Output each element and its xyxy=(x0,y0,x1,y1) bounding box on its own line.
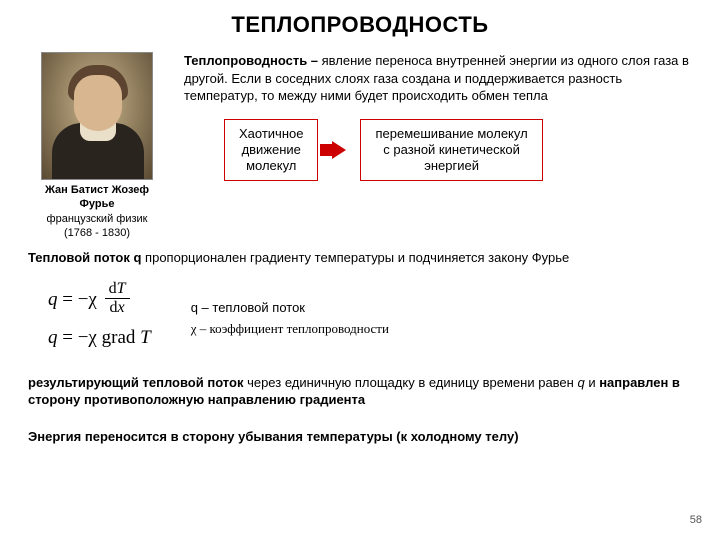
concept-box-left: Хаотичное движение молекул xyxy=(224,119,318,182)
box-right-l3: энергией xyxy=(424,158,479,173)
definition-column: Теплопроводность – явление переноса внут… xyxy=(184,52,692,240)
definition-lead: Теплопроводность – xyxy=(184,53,318,68)
box-right-l2: с разной кинетической xyxy=(383,142,520,157)
fourier-portrait xyxy=(41,52,153,180)
result-mid: через единичную площадку в единицу време… xyxy=(243,375,577,390)
portrait-column: Жан Батист Жозеф Фурье французский физик… xyxy=(28,52,166,240)
energy-line: Энергия переносится в сторону убывания т… xyxy=(28,429,519,444)
formula-1: q = −χ dTdx xyxy=(48,281,151,319)
formula-row: q = −χ dTdx q = −χ grad T q – тепловой п… xyxy=(0,267,720,365)
formula-block: q = −χ dTdx q = −χ grad T xyxy=(48,281,151,357)
formula-legend: q – тепловой поток χ – коэффициент тепло… xyxy=(191,298,389,340)
result-text: результирующий тепловой поток через един… xyxy=(0,365,720,409)
legend-q: q – тепловой поток xyxy=(191,298,389,319)
page-title: ТЕПЛОПРОВОДНОСТЬ xyxy=(0,0,720,38)
portrait-sub-line2: (1768 - 1830) xyxy=(28,226,166,240)
page-number: 58 xyxy=(690,514,702,526)
portrait-name-line1: Жан Батист Жозеф xyxy=(28,184,166,198)
result-lead1: результирующий тепловой поток xyxy=(28,375,243,390)
box-left-l3: молекул xyxy=(246,158,296,173)
box-left-l1: Хаотичное xyxy=(239,126,303,141)
flux-lead: Тепловой поток q xyxy=(28,250,141,265)
box-left-l2: движение xyxy=(242,142,301,157)
flux-rest: пропорционален градиенту температуры и п… xyxy=(141,250,569,265)
formula1-eq: = −χ xyxy=(58,289,102,310)
flux-intro: Тепловой поток q пропорционален градиент… xyxy=(0,240,720,267)
formula1-lhs: q xyxy=(48,289,58,310)
concept-box-right: перемешивание молекул с разной кинетичес… xyxy=(360,119,542,182)
concept-boxes-row: Хаотичное движение молекул перемешивание… xyxy=(224,119,692,182)
portrait-name-line2: Фурье xyxy=(28,198,166,212)
result-tail: и xyxy=(585,375,600,390)
energy-text: Энергия переносится в сторону убывания т… xyxy=(0,419,720,446)
intro-row: Жан Батист Жозеф Фурье французский физик… xyxy=(0,38,720,240)
box-right-l1: перемешивание молекул xyxy=(375,126,527,141)
definition-text: Теплопроводность – явление переноса внут… xyxy=(184,52,692,105)
portrait-sub-line1: французский физик xyxy=(28,212,166,226)
formula-2: q = −χ grad T xyxy=(48,319,151,357)
arrow-right-icon xyxy=(332,141,346,159)
legend-chi: χ – коэффициент теплопроводности xyxy=(191,321,389,336)
result-q: q xyxy=(577,375,584,390)
